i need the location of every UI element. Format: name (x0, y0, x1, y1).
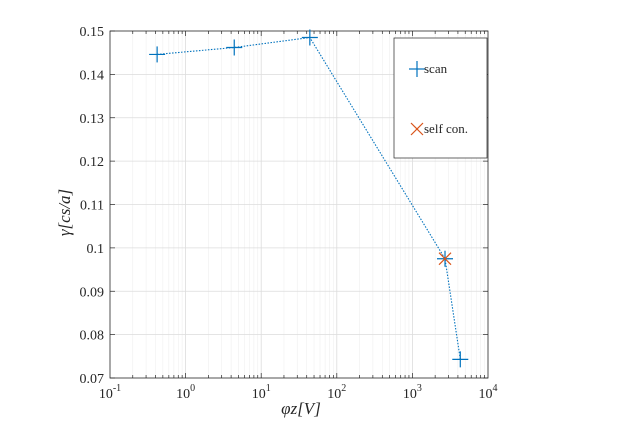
legend-label: self con. (424, 121, 468, 136)
x-tick-label: 101 (252, 383, 271, 402)
data-point (452, 351, 469, 368)
legend-box (393, 37, 488, 159)
data-point (149, 46, 166, 63)
series (149, 29, 469, 368)
x-tick-exponent: 4 (493, 383, 498, 394)
y-tick-label: 0.14 (80, 68, 105, 83)
axis-ticks (110, 30, 488, 379)
x-tick-exponent: 0 (190, 383, 195, 394)
x-tick-label: 104 (479, 383, 498, 402)
data-point (226, 39, 243, 56)
data-point (301, 29, 318, 46)
x-tick-label: 102 (327, 383, 346, 402)
x-tick-exponent: 1 (266, 383, 271, 394)
series-2 (438, 252, 452, 266)
x-tick-labels: 10-1 100 101 102 103 104 (99, 383, 498, 402)
y-tick-label: 0.1 (87, 242, 105, 257)
legend: scan self con. (393, 37, 488, 159)
y-tick-label: 0.11 (80, 199, 104, 214)
y-axis-title: γ[cs/a] (55, 189, 74, 236)
y-tick-label: 0.09 (80, 285, 105, 300)
y-tick-labels: 0.07 0.08 0.09 0.1 0.11 0.12 0.13 0.14 0.15 (80, 25, 105, 387)
legend-marker (409, 61, 425, 77)
x-axis-title: φz[V] (281, 399, 321, 418)
grid (110, 31, 488, 378)
y-tick-label: 0.13 (80, 112, 105, 127)
x-tick-label: 100 (176, 383, 195, 402)
marker-stroke (410, 122, 424, 136)
x-tick-base: 10 (252, 387, 266, 402)
legend-marker (410, 122, 424, 136)
x-tick-base: 10 (403, 387, 417, 402)
x-tick-exponent: 2 (341, 383, 346, 394)
x-tick-label: 10-1 (99, 383, 121, 402)
x-tick-base: 10 (176, 387, 190, 402)
y-tick-label: 0.12 (80, 155, 105, 170)
x-tick-label: 103 (403, 383, 422, 402)
x-tick-exponent: -1 (113, 383, 121, 394)
y-tick-label: 0.07 (80, 372, 105, 387)
legend-label: scan (424, 61, 448, 76)
x-tick-exponent: 3 (417, 383, 422, 394)
data-point (438, 252, 452, 266)
y-tick-label: 0.15 (80, 25, 105, 40)
y-tick-label: 0.08 (80, 329, 105, 344)
marker-stroke (438, 252, 452, 266)
x-tick-base: 10 (327, 387, 341, 402)
x-tick-base: 10 (479, 387, 493, 402)
x-tick-base: 10 (99, 387, 113, 402)
